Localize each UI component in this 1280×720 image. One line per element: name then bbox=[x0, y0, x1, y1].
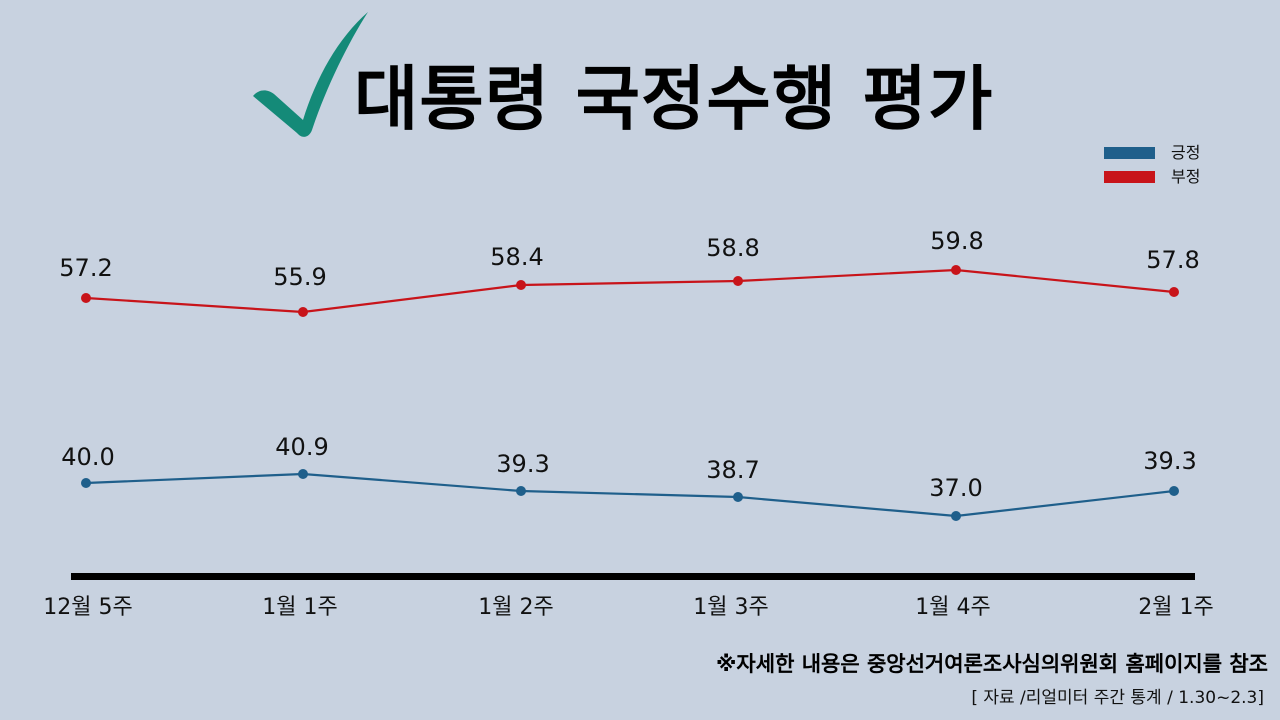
footnote: ※자세한 내용은 중앙선거여론조사심의위원회 홈페이지를 참조 bbox=[716, 652, 1268, 676]
positive-series-points bbox=[81, 469, 1179, 521]
data-label-negative: 59.8 bbox=[930, 227, 984, 255]
x-axis-label: 1월 3주 bbox=[693, 595, 769, 620]
negative-series-line bbox=[85, 268, 1175, 314]
data-label-positive: 39.3 bbox=[1143, 447, 1197, 475]
data-label-negative: 57.8 bbox=[1146, 246, 1200, 274]
data-label-negative: 58.4 bbox=[490, 243, 544, 271]
check-icon bbox=[253, 12, 368, 137]
x-axis-label: 2월 1주 bbox=[1138, 595, 1214, 620]
legend-label-negative: 부정 bbox=[1171, 167, 1201, 186]
legend-swatch-positive bbox=[1104, 147, 1155, 159]
page-title: 대통령 국정수행 평가 bbox=[354, 58, 994, 140]
data-label-negative: 58.8 bbox=[706, 234, 760, 262]
data-label-positive: 40.9 bbox=[275, 433, 329, 461]
positive-series-line bbox=[85, 472, 1175, 518]
legend-label-positive: 긍정 bbox=[1171, 143, 1201, 162]
x-axis-label: 1월 2주 bbox=[478, 595, 554, 620]
chart-legend: 긍정 부정 bbox=[1104, 141, 1244, 189]
data-label-positive: 40.0 bbox=[61, 443, 115, 471]
legend-item-negative: 부정 bbox=[1104, 165, 1244, 189]
header: 대통령 국정수행 평가 bbox=[0, 0, 1280, 150]
legend-swatch-negative bbox=[1104, 171, 1155, 183]
data-label-positive: 38.7 bbox=[706, 456, 760, 484]
legend-item-positive: 긍정 bbox=[1104, 141, 1244, 165]
x-axis-line bbox=[71, 573, 1195, 580]
negative-series-points bbox=[81, 265, 1179, 317]
x-axis-label: 1월 1주 bbox=[262, 595, 338, 620]
data-label-positive: 39.3 bbox=[496, 450, 550, 478]
x-axis-label: 1월 4주 bbox=[915, 595, 991, 620]
data-label-negative: 57.2 bbox=[59, 254, 113, 282]
source-citation: [ 자료 /리얼미터 주간 통계 / 1.30~2.3] bbox=[971, 688, 1264, 708]
data-label-negative: 55.9 bbox=[273, 263, 327, 291]
x-axis-label: 12월 5주 bbox=[43, 595, 133, 620]
data-label-positive: 37.0 bbox=[929, 474, 983, 502]
